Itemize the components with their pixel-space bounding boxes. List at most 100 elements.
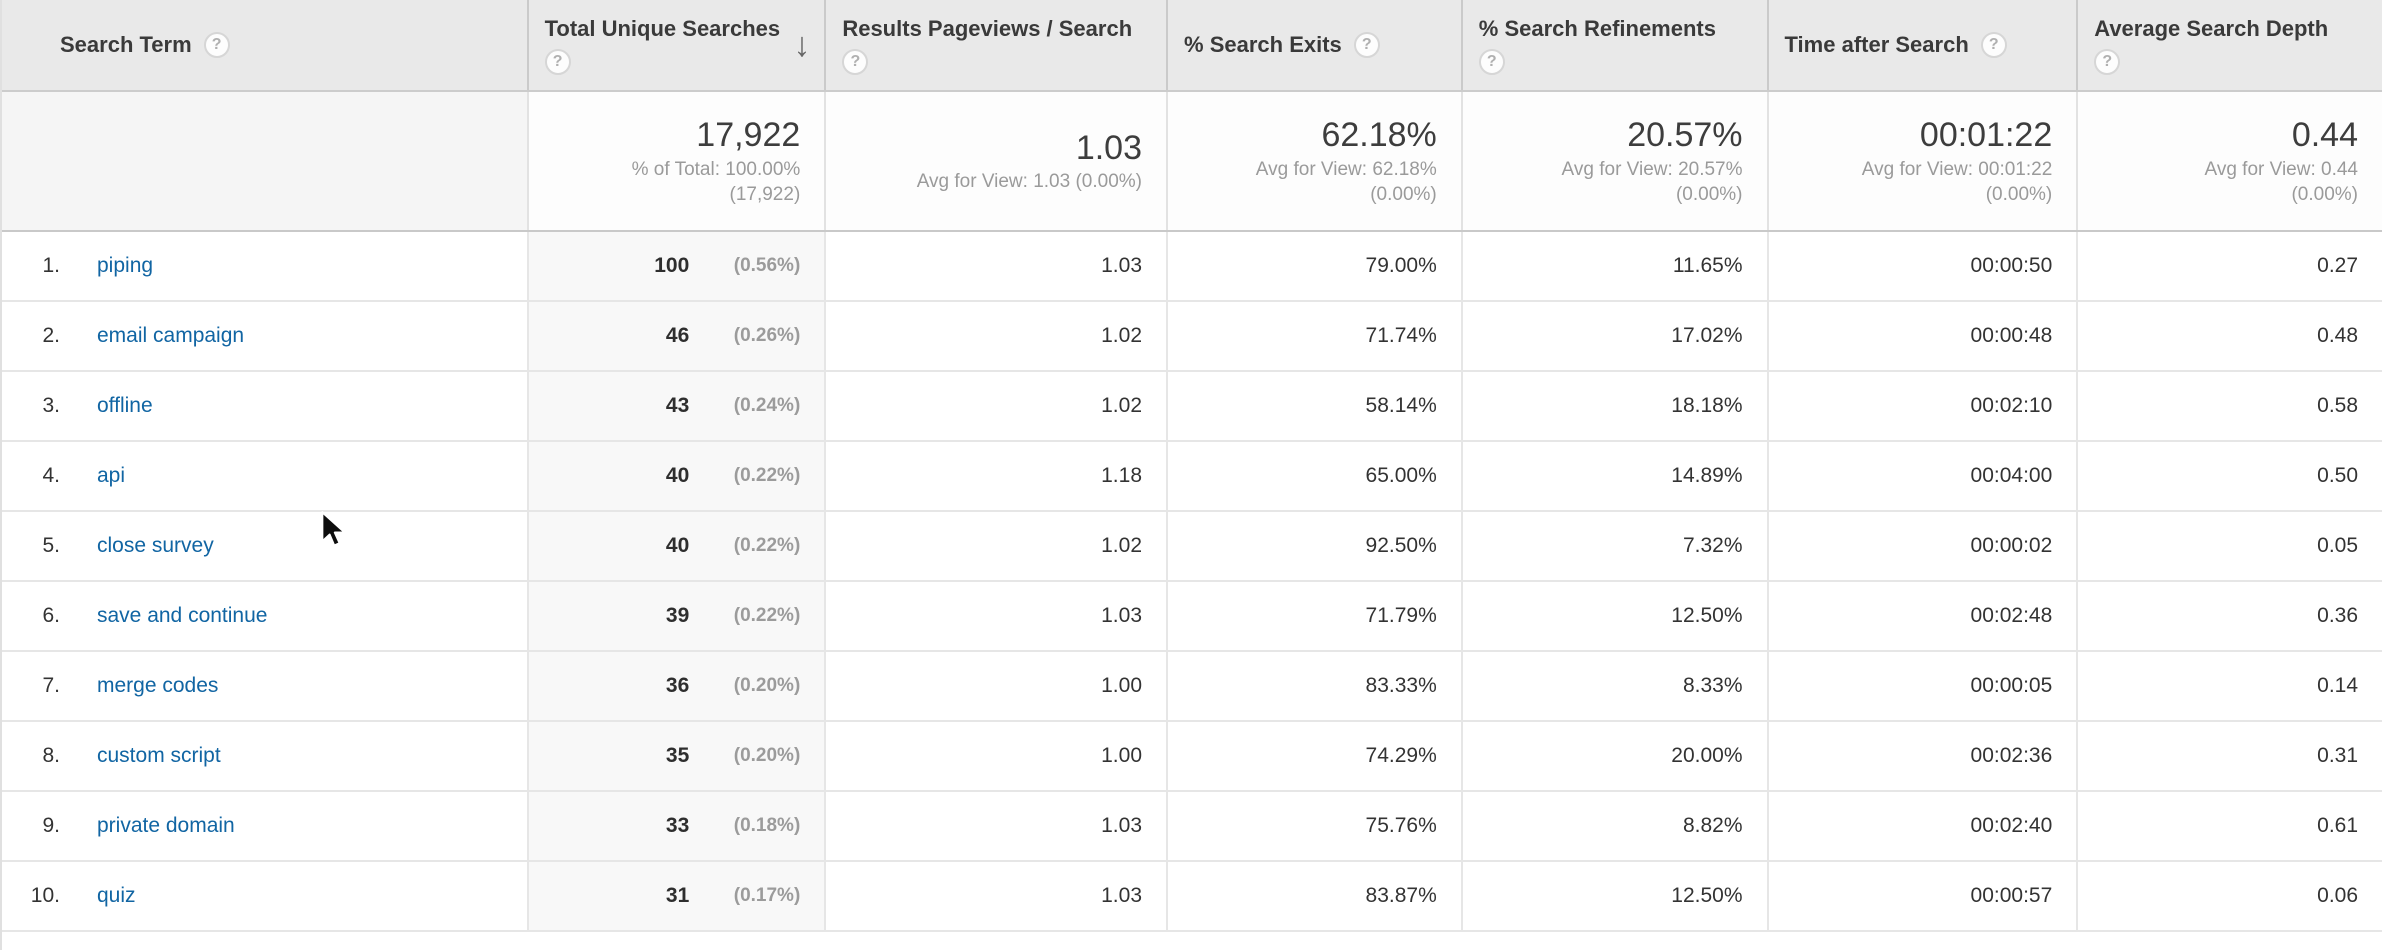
time-after-search-value: 00:00:05 [1769, 652, 2079, 720]
summary-subtext: Avg for View: 20.57% [1561, 158, 1743, 180]
header-label-total-unique-searches: Total Unique Searches [544, 15, 781, 41]
summary-search-term-cell [2, 92, 529, 230]
summary-search-refinements: 20.57% Avg for View: 20.57% (0.00%) [1462, 92, 1769, 230]
search-term-link[interactable]: save and continue [97, 604, 268, 627]
search-term-link[interactable]: merge codes [97, 674, 219, 697]
table-row: 5. close survey 40 (0.22%) 1.02 92.50% 7… [2, 512, 2382, 582]
search-exits-value: 83.87% [1168, 862, 1463, 930]
search-refinements-value: 20.00% [1463, 722, 1769, 790]
time-after-search-value: 00:00:02 [1769, 512, 2079, 580]
row-rank: 4. [42, 464, 60, 487]
pageviews-per-search-value: 1.03 [826, 232, 1168, 300]
time-after-search-value: 00:00:50 [1769, 232, 2079, 300]
avg-search-depth-value: 0.61 [2317, 814, 2359, 837]
table-row: 1. piping 100 (0.56%) 1.03 79.00% 11.65%… [2, 232, 2382, 302]
summary-value: 00:01:22 [1919, 116, 2053, 155]
table-header-row: Search Term ? Total Unique Searches ? ↓ … [2, 0, 2382, 92]
header-label-average-search-depth: Average Search Depth [2094, 15, 2329, 41]
search-term-cell: 3. offline [2, 372, 529, 440]
question-mark-glyph: ? [211, 36, 222, 53]
summary-subtext: Avg for View: 62.18% [1255, 158, 1437, 180]
header-search-exits[interactable]: % Search Exits ? [1168, 0, 1463, 90]
summary-subtext: Avg for View: 00:01:22 [1861, 158, 2053, 180]
question-mark-glyph: ? [850, 52, 861, 70]
search-exits-value: 71.79% [1168, 582, 1463, 650]
help-icon[interactable]: ? [2094, 48, 2121, 75]
avg-search-depth-value: 0.14 [2317, 674, 2359, 697]
help-icon[interactable]: ? [1353, 32, 1380, 58]
total-searches-percent: (0.22%) [733, 605, 801, 626]
table-row: 3. offline 43 (0.24%) 1.02 58.14% 18.18%… [2, 372, 2382, 442]
search-term-link[interactable]: offline [97, 394, 153, 417]
table-row: 7. merge codes 36 (0.20%) 1.00 83.33% 8.… [2, 652, 2382, 722]
sort-descending-icon[interactable]: ↓ [793, 26, 811, 64]
total-searches-percent: (0.56%) [733, 255, 801, 276]
total-searches-cell: 46 (0.26%) [528, 302, 827, 370]
table-row: 10. quiz 31 (0.17%) 1.03 83.87% 12.50% 0… [2, 862, 2382, 932]
total-searches-percent: (0.20%) [733, 675, 801, 696]
pageviews-per-search-value: 1.03 [826, 582, 1168, 650]
total-searches-value: 31 [665, 884, 690, 907]
avg-search-depth-value: 0.06 [2317, 884, 2359, 907]
help-icon[interactable]: ? [842, 48, 869, 75]
total-searches-percent: (0.22%) [733, 535, 801, 556]
header-time-after-search[interactable]: Time after Search ? [1769, 0, 2079, 90]
search-refinements-value: 8.82% [1463, 792, 1769, 860]
avg-search-depth-value: 0.50 [2317, 464, 2359, 487]
pageviews-per-search-value: 1.03 [826, 862, 1168, 930]
summary-value: 62.18% [1321, 116, 1437, 155]
pageviews-per-search-value: 1.00 [826, 722, 1168, 790]
header-label-search-term: Search Term [60, 32, 192, 57]
header-average-search-depth[interactable]: Average Search Depth ? [2078, 0, 2382, 90]
pageviews-per-search-value: 1.02 [826, 512, 1168, 580]
summary-subtext: Avg for View: 1.03 (0.00%) [916, 171, 1142, 193]
summary-subtext: Avg for View: 0.44 [2204, 158, 2359, 180]
summary-value: 20.57% [1627, 116, 1743, 155]
help-icon[interactable]: ? [1478, 48, 1505, 75]
pageviews-per-search-value: 1.03 [826, 792, 1168, 860]
total-searches-cell: 33 (0.18%) [528, 792, 827, 860]
header-search-refinements[interactable]: % Search Refinements ? [1463, 0, 1769, 90]
avg-search-depth-value: 0.27 [2317, 254, 2359, 277]
search-term-link[interactable]: piping [97, 254, 154, 277]
search-term-link[interactable]: api [97, 464, 126, 487]
search-term-link[interactable]: close survey [97, 534, 214, 557]
header-total-unique-searches[interactable]: Total Unique Searches ? ↓ [529, 0, 827, 90]
summary-value: 17,922 [696, 116, 801, 155]
summary-subtext: (0.00%) [2291, 184, 2359, 206]
search-exits-value: 58.14% [1168, 372, 1463, 440]
summary-value: 0.44 [2291, 116, 2359, 155]
summary-row: 17,922 % of Total: 100.00% (17,922) 1.03… [2, 92, 2382, 232]
header-results-pageviews-per-search[interactable]: Results Pageviews / Search ? [826, 0, 1169, 90]
summary-subtext: (0.00%) [1370, 184, 1437, 206]
header-search-term[interactable]: Search Term ? [2, 0, 529, 90]
summary-time-after-search: 00:01:22 Avg for View: 00:01:22 (0.00%) [1768, 92, 2079, 230]
total-searches-value: 40 [665, 464, 690, 487]
search-term-link[interactable]: quiz [97, 884, 136, 907]
row-rank: 2. [42, 324, 60, 347]
total-searches-value: 40 [665, 534, 690, 557]
help-icon[interactable]: ? [203, 32, 230, 58]
total-searches-cell: 100 (0.56%) [528, 232, 827, 300]
header-label-time-after-search: Time after Search [1784, 32, 1969, 57]
help-icon[interactable]: ? [544, 48, 571, 75]
search-term-cell: 1. piping [2, 232, 529, 300]
search-exits-value: 65.00% [1168, 442, 1463, 510]
search-term-link[interactable]: custom script [97, 744, 221, 767]
search-term-cell: 6. save and continue [2, 582, 529, 650]
total-searches-percent: (0.18%) [733, 815, 801, 836]
avg-search-depth-value: 0.31 [2317, 744, 2359, 767]
help-icon[interactable]: ? [1980, 32, 2007, 58]
search-term-link[interactable]: email campaign [97, 324, 245, 347]
total-searches-value: 39 [665, 604, 690, 627]
search-term-link[interactable]: private domain [97, 814, 235, 837]
pageviews-per-search-value: 1.02 [826, 372, 1168, 440]
total-searches-cell: 40 (0.22%) [528, 442, 827, 510]
time-after-search-value: 00:02:10 [1769, 372, 2079, 440]
summary-total-unique-searches: 17,922 % of Total: 100.00% (17,922) [528, 92, 827, 230]
total-searches-value: 36 [665, 674, 690, 697]
time-after-search-value: 00:02:40 [1769, 792, 2079, 860]
search-term-cell: 8. custom script [2, 722, 529, 790]
time-after-search-value: 00:00:57 [1769, 862, 2079, 930]
